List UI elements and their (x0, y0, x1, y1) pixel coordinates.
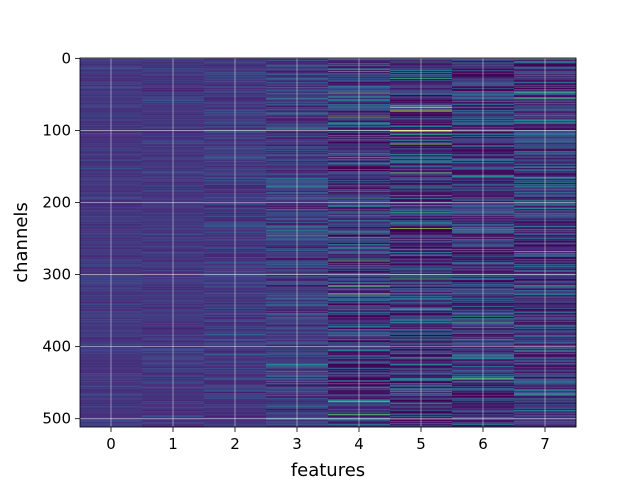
x-axis-label: features (291, 460, 365, 480)
x-tick-label: 4 (354, 435, 364, 453)
y-axis-ticks: 0 100 200 300 400 500 (42, 49, 80, 428)
plot-frame (79, 57, 577, 428)
x-tick-label: 3 (292, 435, 302, 453)
y-tick-label: 200 (42, 194, 71, 212)
grid-lines (80, 57, 576, 427)
y-tick-label: 300 (42, 266, 71, 284)
x-tick-label: 6 (478, 435, 488, 453)
y-tick-label: 100 (42, 121, 71, 139)
y-tick-label: 0 (61, 49, 71, 67)
x-tick-label: 1 (168, 435, 178, 453)
x-tick-label: 5 (416, 435, 426, 453)
x-tick-label: 0 (106, 435, 116, 453)
x-tick-label: 2 (230, 435, 240, 453)
y-axis-label: channels (11, 202, 32, 283)
x-tick-label: 7 (540, 435, 550, 453)
y-tick-label: 500 (42, 410, 71, 428)
x-axis-ticks: 0 1 2 3 4 5 6 7 (106, 427, 550, 453)
y-tick-label: 400 (42, 338, 71, 356)
heatmap-cells (80, 58, 577, 428)
